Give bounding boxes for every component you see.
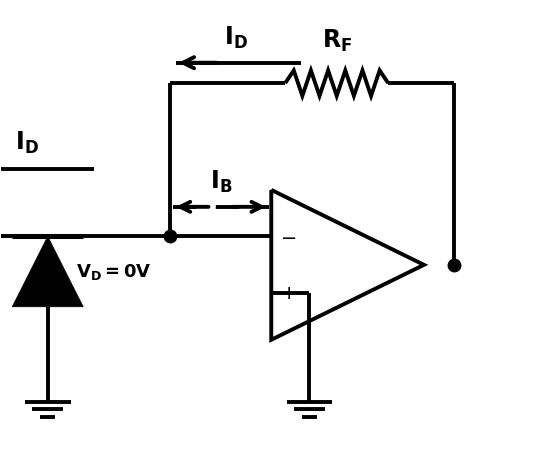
Text: $\mathbf{I_D}$: $\mathbf{I_D}$ [224,25,248,51]
Text: $\mathbf{V_D = 0V}$: $\mathbf{V_D = 0V}$ [76,261,152,282]
Polygon shape [12,236,83,307]
Text: $\mathbf{I_B}$: $\mathbf{I_B}$ [210,169,232,196]
Text: $-$: $-$ [280,227,296,246]
Text: $\mathbf{I_D}$: $\mathbf{I_D}$ [15,130,39,156]
Text: $\mathbf{R_F}$: $\mathbf{R_F}$ [322,27,352,53]
Text: $+$: $+$ [280,284,296,303]
